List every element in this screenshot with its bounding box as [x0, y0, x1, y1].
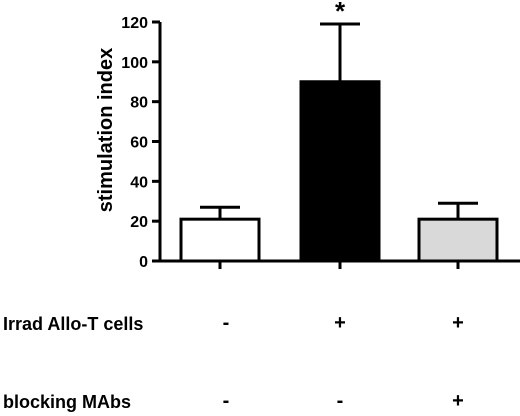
y-tick-label: 120 — [121, 15, 148, 32]
condition-sign: - — [337, 390, 344, 412]
y-tick-label: 60 — [130, 135, 148, 152]
bar — [299, 80, 381, 263]
y-tick-label: 80 — [130, 95, 148, 112]
bar — [417, 217, 499, 263]
significance-marker: * — [335, 0, 346, 26]
y-axis-title: stimulation index — [95, 48, 117, 212]
condition-sign: + — [452, 390, 464, 412]
condition-sign: + — [452, 312, 464, 334]
y-tick-label: 40 — [130, 174, 148, 191]
condition-label: Irrad Allo-T cells — [3, 314, 143, 334]
y-tick-label: 100 — [121, 55, 148, 72]
condition-sign: + — [334, 312, 346, 334]
y-tick-label: 20 — [130, 214, 148, 231]
condition-sign: - — [223, 312, 230, 334]
condition-sign: - — [223, 390, 230, 412]
bar — [179, 217, 261, 263]
condition-label: blocking MAbs — [3, 392, 131, 412]
y-tick-label: 0 — [139, 254, 148, 271]
